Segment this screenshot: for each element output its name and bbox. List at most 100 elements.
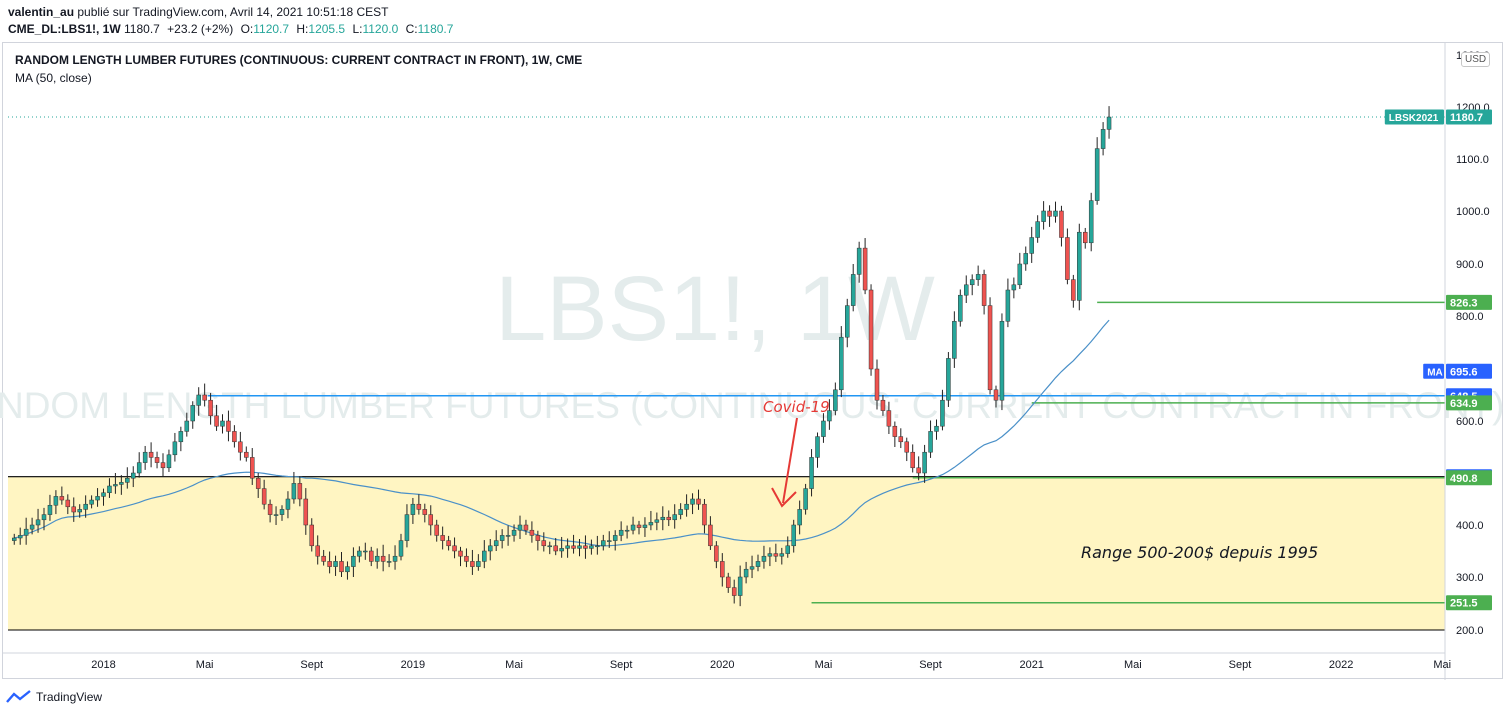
indicator-label[interactable]: MA (50, close) [15, 71, 92, 85]
candle-body [196, 394, 201, 406]
candle-body [797, 509, 802, 526]
candle-body [41, 514, 47, 521]
price-tags: 1180.7LBSK2021826.3695.6MA648.5634.9492.… [1384, 109, 1492, 611]
candle-body [612, 535, 618, 541]
candle-body [1029, 237, 1034, 254]
candle-body [261, 488, 267, 505]
time-tick-label: Mai [815, 659, 833, 671]
price-tag-value: 490.8 [1450, 473, 1478, 485]
candle-body [35, 519, 41, 526]
candle-body [1017, 263, 1023, 286]
price-tick-label: 900.0 [1456, 259, 1484, 271]
price-tag [1446, 363, 1492, 379]
candle-body [553, 545, 558, 552]
candle-body [1023, 253, 1028, 265]
candle-body [172, 441, 178, 456]
candle-body [315, 545, 320, 557]
candle-body [53, 496, 59, 506]
candle-body [255, 477, 261, 489]
covid-arrowhead [771, 487, 797, 508]
price-tick-label: 200.0 [1456, 625, 1484, 637]
candle-body [601, 540, 606, 547]
candle-body [1041, 210, 1046, 222]
candle-body [517, 524, 523, 531]
candle-body [142, 451, 148, 463]
candle-body [136, 462, 142, 474]
candle-body [571, 545, 576, 549]
candle-body [1077, 231, 1082, 301]
candle-body [184, 420, 190, 432]
price-tag [1446, 109, 1492, 125]
candle-body [916, 467, 921, 474]
candle-body [737, 576, 743, 596]
candle-body [71, 506, 76, 513]
candle-body [767, 553, 773, 557]
candle-body [386, 561, 392, 563]
watermark-symbol: LBS1!, 1W [495, 258, 935, 360]
price-tag-value: 695.6 [1450, 366, 1478, 378]
candle-body [708, 524, 713, 547]
candle-body [410, 503, 416, 515]
candle-body [1106, 116, 1112, 130]
candle-body [934, 425, 939, 432]
candle-body [1094, 148, 1100, 201]
candle-body [482, 550, 487, 562]
time-tick-label: 2018 [91, 659, 115, 671]
candle-body [678, 509, 683, 515]
candle-body [17, 535, 23, 539]
candle-body [428, 514, 433, 526]
candle-body [208, 399, 213, 417]
candle-body [422, 509, 428, 515]
candle-body [166, 454, 172, 469]
candle-body [220, 420, 225, 427]
price-tag-value: 826.3 [1450, 297, 1478, 309]
candle-body [666, 516, 671, 521]
chart-title: RANDOM LENGTH LUMBER FUTURES (CONTINUOUS… [15, 53, 583, 67]
candle-body [595, 545, 600, 548]
candle-body [529, 529, 535, 536]
price-tick-label: 400.0 [1456, 520, 1484, 532]
candle-body [321, 555, 326, 562]
candle-body [928, 431, 933, 453]
price-tag-label: MA [1427, 367, 1443, 378]
candle-body [458, 550, 463, 557]
price-tag-value: 634.9 [1450, 398, 1478, 410]
candle-body [488, 545, 493, 552]
change: +23.2 (+2%) [167, 22, 234, 36]
candle-body [1100, 129, 1106, 149]
candle-body [904, 441, 909, 453]
candle-body [958, 294, 963, 322]
close-value: 1180.7 [417, 22, 454, 36]
brand-name[interactable]: TradingView [36, 690, 103, 704]
time-axis[interactable]: 2018 Mai Sept 2019 Mai Sept 2020 Mai Sept 2021 Mai… [91, 659, 1451, 671]
candle-body [660, 516, 666, 521]
candle-body [1071, 279, 1076, 301]
symbol-name[interactable]: CME_DL:LBS1!, 1W [8, 22, 121, 36]
time-tick-label: Mai [1433, 659, 1451, 671]
candle-body [476, 561, 481, 567]
candle-body [607, 540, 612, 542]
candle-body [297, 483, 303, 500]
author-name[interactable]: valentin_au [8, 5, 75, 19]
candle-body [363, 550, 368, 553]
candle-body [357, 550, 362, 557]
candle-body [720, 561, 725, 578]
candle-body [755, 561, 761, 567]
candle-body [952, 321, 957, 359]
candle-body [107, 485, 112, 494]
candle-body [1088, 200, 1094, 244]
candle-body [583, 545, 588, 549]
candle-body [327, 561, 332, 567]
price-tag [1446, 294, 1492, 310]
candle-body [148, 451, 154, 458]
candle-body [636, 524, 642, 528]
candle-body [577, 545, 582, 549]
candle-body [398, 540, 404, 557]
publish-line: valentin_au publié sur TradingView.com, … [8, 5, 388, 19]
candle-body [714, 545, 719, 562]
currency-button[interactable]: USD [1461, 52, 1491, 67]
candle-body [975, 274, 981, 280]
price-axis[interactable]: 200.0 300.0 400.0 600.0 800.0 900.0 1000.0 1100… [1456, 50, 1490, 637]
price-tag-label-box [1384, 109, 1444, 125]
